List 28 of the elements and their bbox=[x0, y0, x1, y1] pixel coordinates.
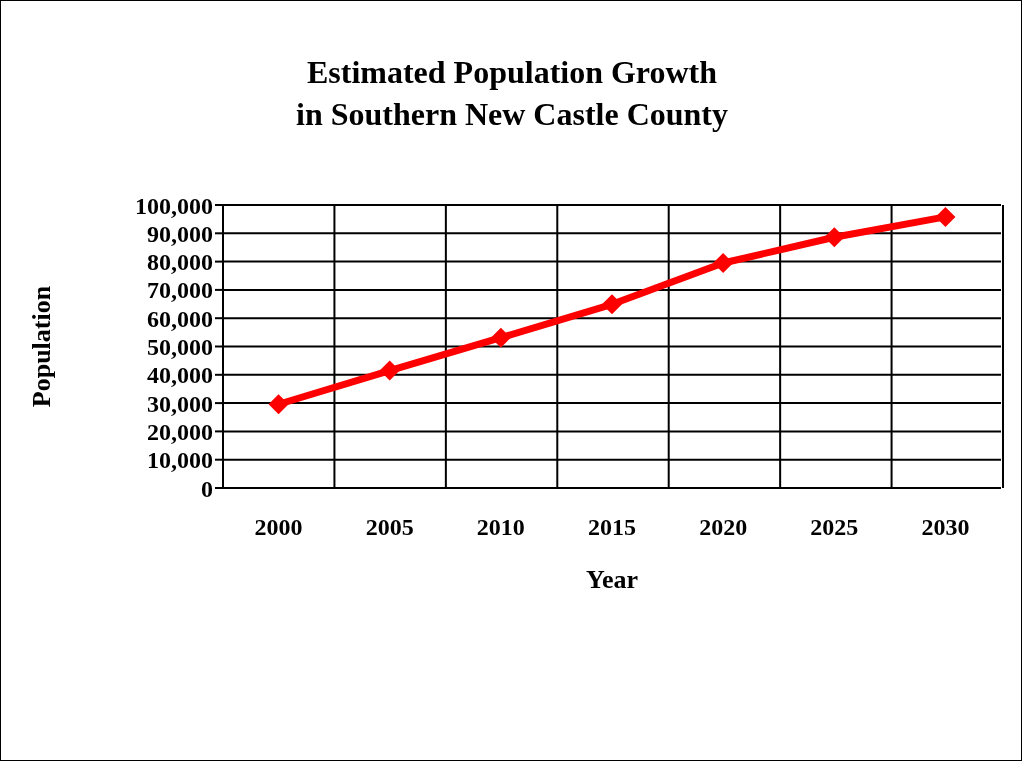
y-axis-title: Population bbox=[27, 285, 57, 408]
point bbox=[379, 360, 400, 381]
y-tick-label: 90,000 bbox=[147, 220, 213, 247]
chart-title: Estimated Population Growth in Southern New Castle County bbox=[295, 53, 729, 134]
y-tick-label: 40,000 bbox=[147, 362, 213, 389]
y-tick-label: 100,000 bbox=[135, 192, 213, 219]
x-tick-label: 2030 bbox=[921, 514, 970, 541]
point bbox=[490, 327, 511, 348]
x-tick-label: 2015 bbox=[588, 514, 636, 541]
y-tick-label: 50,000 bbox=[147, 334, 213, 361]
y-tick-label: 60,000 bbox=[147, 305, 213, 332]
x-tick-label: 2005 bbox=[365, 514, 414, 541]
x-tick-label: 2025 bbox=[810, 514, 859, 541]
point bbox=[935, 206, 956, 227]
point bbox=[824, 227, 845, 248]
y-tick-label: 80,000 bbox=[147, 249, 213, 276]
x-tick-label: 2020 bbox=[699, 514, 748, 541]
point bbox=[713, 253, 734, 274]
y-tick-label: 20,000 bbox=[147, 418, 213, 445]
point bbox=[602, 294, 622, 315]
point bbox=[268, 394, 289, 415]
y-tick-label: 70,000 bbox=[147, 277, 213, 304]
x-tick-label: 2010 bbox=[476, 514, 525, 541]
y-tick-label: 10,000 bbox=[147, 447, 213, 474]
y-tick-label: 0 bbox=[201, 475, 213, 502]
x-tick-label: 2000 bbox=[254, 514, 303, 541]
y-tick-label: 30,000 bbox=[147, 390, 213, 417]
x-axis-title: Year bbox=[586, 565, 638, 594]
